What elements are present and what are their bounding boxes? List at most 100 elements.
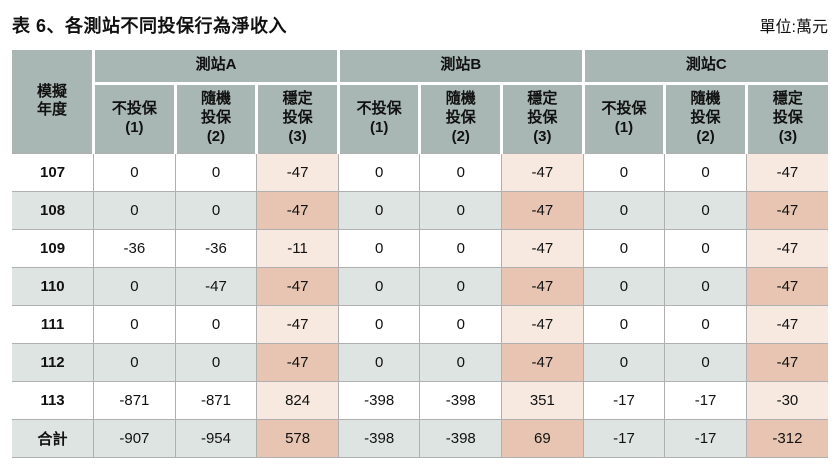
value-cell: 0 bbox=[338, 266, 421, 305]
value-cell: -47 bbox=[501, 152, 584, 191]
table-row: 109 -36 -36 -11 0 0 -47 0 0 -47 bbox=[12, 228, 828, 267]
stable-insurance-header: 穩定 投保 (3) bbox=[746, 83, 828, 153]
year-column-header: 模擬 年度 bbox=[12, 50, 96, 153]
value-cell: 0 bbox=[338, 228, 421, 267]
stable-insurance-header: 穩定 投保 (3) bbox=[256, 83, 340, 153]
value-cell: 0 bbox=[419, 304, 503, 343]
value-cell: 0 bbox=[175, 304, 258, 343]
value-cell: 0 bbox=[664, 342, 747, 381]
value-cell: 0 bbox=[419, 190, 503, 229]
value-cell: 0 bbox=[419, 152, 503, 191]
value-cell: 824 bbox=[256, 380, 339, 419]
value-cell: 0 bbox=[419, 266, 503, 305]
value-cell: -17 bbox=[583, 380, 666, 419]
no-insurance-header: 不投保 (1) bbox=[93, 83, 177, 153]
value-cell: -312 bbox=[746, 418, 828, 458]
value-cell: -47 bbox=[746, 304, 828, 343]
value-cell: 0 bbox=[583, 342, 666, 381]
value-cell: 0 bbox=[583, 266, 666, 305]
value-cell: 0 bbox=[175, 190, 258, 229]
value-cell: 0 bbox=[338, 190, 421, 229]
year-cell: 113 bbox=[12, 380, 95, 419]
value-cell: 0 bbox=[93, 304, 176, 343]
value-cell: 0 bbox=[338, 152, 421, 191]
value-cell: -17 bbox=[664, 418, 747, 458]
table-row: 107 0 0 -47 0 0 -47 0 0 -47 bbox=[12, 152, 828, 191]
value-cell: 0 bbox=[419, 342, 503, 381]
value-cell: 0 bbox=[338, 342, 421, 381]
title-bar: 表 6、各測站不同投保行為淨收入 單位:萬元 bbox=[12, 10, 828, 38]
net-income-table: 模擬 年度 測站A 測站B 測站C 不投保 (1) 隨機 投保 (2) 穩定 投… bbox=[12, 50, 828, 458]
station-c-header: 測站C bbox=[583, 50, 828, 85]
table-row: 111 0 0 -47 0 0 -47 0 0 -47 bbox=[12, 304, 828, 343]
table-title: 表 6、各測站不同投保行為淨收入 bbox=[12, 16, 288, 36]
value-cell: 0 bbox=[93, 152, 176, 191]
value-cell: 0 bbox=[664, 190, 747, 229]
value-cell: -47 bbox=[501, 342, 584, 381]
year-cell: 110 bbox=[12, 266, 95, 305]
year-cell: 111 bbox=[12, 304, 95, 343]
value-cell: -871 bbox=[175, 380, 258, 419]
stable-insurance-header: 穩定 投保 (3) bbox=[501, 83, 585, 153]
value-cell: 0 bbox=[338, 304, 421, 343]
value-cell: -36 bbox=[93, 228, 176, 267]
value-cell: 0 bbox=[175, 342, 258, 381]
value-cell: -30 bbox=[746, 380, 828, 419]
random-insurance-header: 隨機 投保 (2) bbox=[664, 83, 748, 153]
value-cell: -398 bbox=[419, 380, 503, 419]
value-cell: -47 bbox=[746, 228, 828, 267]
table-row: 108 0 0 -47 0 0 -47 0 0 -47 bbox=[12, 190, 828, 229]
unit-label: 單位:萬元 bbox=[759, 19, 828, 36]
table-row: 合計 -907 -954 578 -398 -398 69 -17 -17 -312 bbox=[12, 418, 828, 458]
table-row: 112 0 0 -47 0 0 -47 0 0 -47 bbox=[12, 342, 828, 381]
station-header-row: 模擬 年度 測站A 測站B 測站C bbox=[12, 50, 828, 153]
value-cell: -47 bbox=[746, 190, 828, 229]
value-cell: 0 bbox=[93, 342, 176, 381]
value-cell: 0 bbox=[664, 152, 747, 191]
table-header: 模擬 年度 測站A 測站B 測站C 不投保 (1) 隨機 投保 (2) 穩定 投… bbox=[12, 50, 828, 153]
value-cell: -47 bbox=[501, 266, 584, 305]
value-cell: 0 bbox=[583, 190, 666, 229]
value-cell: 0 bbox=[583, 152, 666, 191]
value-cell: -398 bbox=[338, 418, 421, 458]
value-cell: 69 bbox=[501, 418, 584, 458]
value-cell: -47 bbox=[746, 152, 828, 191]
value-cell: 0 bbox=[583, 304, 666, 343]
value-cell: 0 bbox=[664, 266, 747, 305]
random-insurance-header: 隨機 投保 (2) bbox=[419, 83, 504, 153]
value-cell: -954 bbox=[175, 418, 258, 458]
value-cell: 0 bbox=[664, 304, 747, 343]
value-cell: -47 bbox=[501, 304, 584, 343]
value-cell: -47 bbox=[256, 342, 339, 381]
value-cell: -11 bbox=[256, 228, 339, 267]
value-cell: 0 bbox=[93, 190, 176, 229]
year-cell: 108 bbox=[12, 190, 95, 229]
value-cell: -47 bbox=[256, 304, 339, 343]
value-cell: -36 bbox=[175, 228, 258, 267]
year-cell: 109 bbox=[12, 228, 95, 267]
behavior-header-row: 不投保 (1) 隨機 投保 (2) 穩定 投保 (3) 不投保 (1) 隨機 投… bbox=[12, 83, 828, 153]
value-cell: -47 bbox=[256, 152, 339, 191]
random-insurance-header: 隨機 投保 (2) bbox=[175, 83, 259, 153]
value-cell: 578 bbox=[256, 418, 339, 458]
value-cell: -47 bbox=[501, 190, 584, 229]
value-cell: 0 bbox=[419, 228, 503, 267]
year-cell: 合計 bbox=[12, 418, 95, 458]
value-cell: -47 bbox=[256, 190, 339, 229]
page: 表 6、各測站不同投保行為淨收入 單位:萬元 模擬 年度 測站A 測站B 測站C… bbox=[12, 10, 828, 458]
year-cell: 112 bbox=[12, 342, 95, 381]
value-cell: 0 bbox=[175, 152, 258, 191]
station-b-header: 測站B bbox=[338, 50, 585, 85]
value-cell: -17 bbox=[583, 418, 666, 458]
table-row: 113 -871 -871 824 -398 -398 351 -17 -17 -30 bbox=[12, 380, 828, 419]
no-insurance-header: 不投保 (1) bbox=[338, 83, 422, 153]
value-cell: -47 bbox=[501, 228, 584, 267]
table-row: 110 0 -47 -47 0 0 -47 0 0 -47 bbox=[12, 266, 828, 305]
value-cell: -47 bbox=[746, 266, 828, 305]
value-cell: -871 bbox=[93, 380, 176, 419]
table-body: 107 0 0 -47 0 0 -47 0 0 -47 108 0 0 -47 0 0 -47 0 0 -47 109-… bbox=[12, 152, 828, 458]
value-cell: 351 bbox=[501, 380, 584, 419]
value-cell: 0 bbox=[583, 228, 666, 267]
value-cell: -907 bbox=[93, 418, 176, 458]
value-cell: 0 bbox=[664, 228, 747, 267]
